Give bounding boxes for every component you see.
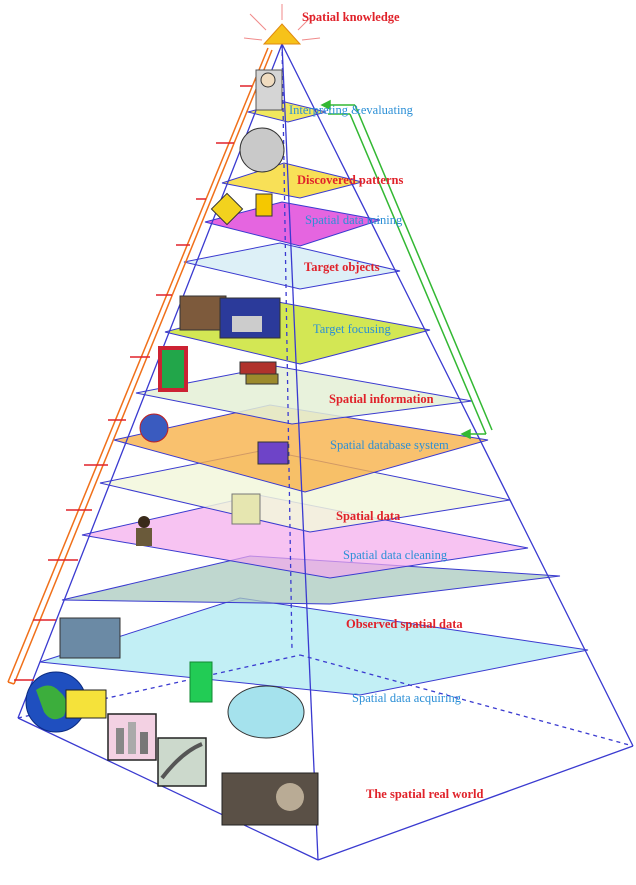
apex-glow bbox=[243, 4, 321, 45]
label-discovered-patterns: Discovered patterns bbox=[297, 173, 403, 187]
books-icon bbox=[239, 361, 277, 375]
plane-database bbox=[113, 404, 489, 493]
surveyor-instrument-icon bbox=[189, 661, 213, 703]
apex-icon bbox=[262, 23, 302, 45]
label-target-objects: Target objects bbox=[304, 260, 380, 274]
magnet-icon bbox=[158, 346, 188, 392]
left-process-arrow bbox=[7, 47, 273, 685]
plane-observed bbox=[61, 555, 561, 605]
label-spatial-data: Spatial data bbox=[336, 509, 401, 523]
plane-acquiring bbox=[39, 597, 589, 696]
label-spatial-information: Spatial information bbox=[329, 392, 434, 406]
right-feedback-arrow bbox=[320, 99, 493, 440]
workstation-icon bbox=[257, 441, 289, 465]
layer-planes bbox=[39, 101, 589, 696]
satellite-photo-icon bbox=[59, 617, 121, 659]
label-target-focusing: Target focusing bbox=[313, 322, 391, 336]
label-spatial-data-acquiring: Spatial data acquiring bbox=[352, 691, 462, 705]
plane-cleaning bbox=[81, 494, 529, 579]
left-ticks bbox=[14, 85, 252, 681]
label-spatial-real-world: The spatial real world bbox=[366, 787, 484, 801]
person-icon bbox=[138, 516, 150, 528]
illustrations bbox=[25, 69, 319, 826]
label-spatial-knowledge: Spatial knowledge bbox=[302, 10, 400, 24]
label-observed-spatial-data: Observed spatial data bbox=[346, 617, 463, 631]
layer-labels: Spatial knowledge Interpreting &evaluati… bbox=[289, 10, 484, 801]
sunrise-picture-icon bbox=[65, 689, 107, 719]
label-spatial-data-cleaning: Spatial data cleaning bbox=[343, 548, 448, 562]
label-spatial-data-mining: Spatial data mining bbox=[305, 213, 403, 227]
label-interpreting-evaluating: Interpreting &evaluating bbox=[289, 103, 414, 117]
atom-globe-icon bbox=[139, 413, 169, 443]
label-spatial-database-system: Spatial database system bbox=[330, 438, 449, 452]
filing-cabinet-icon bbox=[231, 493, 261, 525]
microscope-icon bbox=[227, 685, 305, 739]
warning-sign-icon bbox=[210, 192, 244, 226]
pyramid-frame bbox=[17, 43, 634, 861]
computer-icon bbox=[179, 295, 227, 331]
brain-icon bbox=[239, 127, 285, 173]
